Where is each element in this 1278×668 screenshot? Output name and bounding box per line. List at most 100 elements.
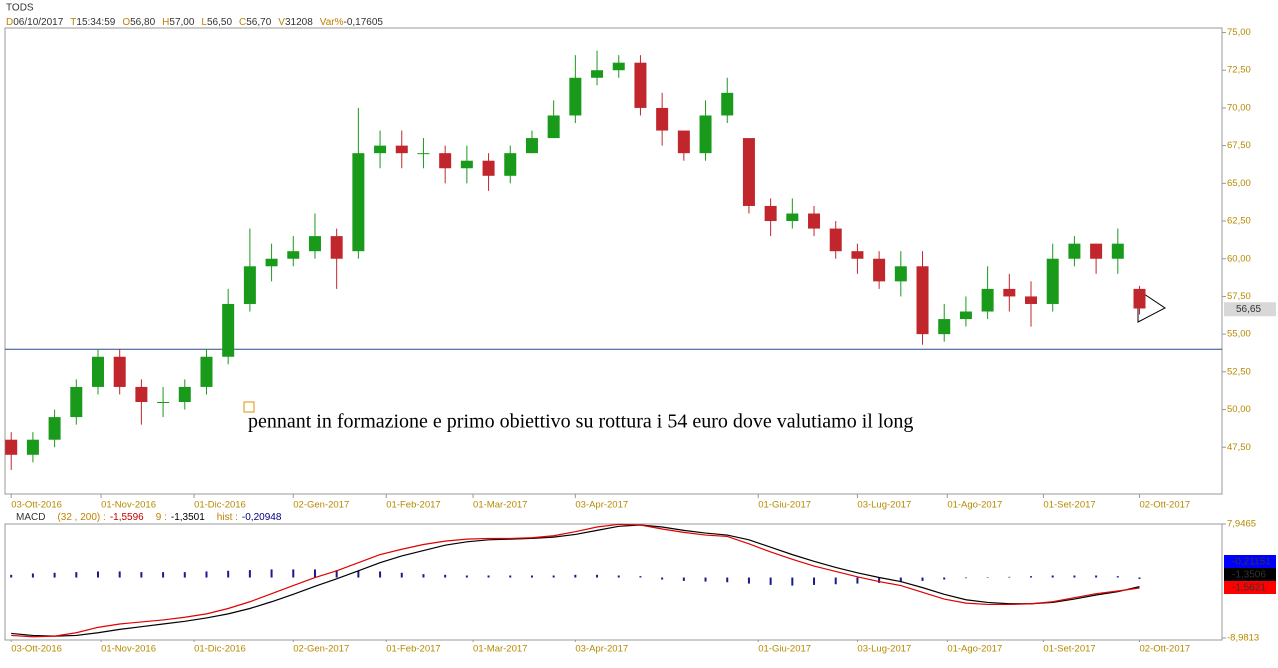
hist-bar [205,571,208,578]
candle-body [808,213,821,229]
candle-body [265,258,278,267]
legend-value: -1,3501 [171,512,205,523]
candle-body [1046,258,1059,304]
hist-bar [878,577,881,583]
candle-body [764,205,777,222]
candle-body [352,153,365,252]
candle-body [742,138,755,206]
hist-bar [596,574,599,578]
candle-body [26,439,39,455]
candle-body [1025,296,1038,304]
y-tick-label: 70,00 [1227,102,1251,113]
candle-body [1133,288,1146,309]
hist-bar [96,571,99,578]
hist-bar [465,575,468,578]
legend-label: hist : [217,512,238,523]
hist-bar [704,577,707,582]
candle-body [677,130,690,154]
value-box [1224,581,1276,594]
x-tick-label: 02-Ott-2017 [1140,644,1191,655]
info-key: V [278,17,285,28]
info-value: 56,70 [246,17,271,28]
hist-bar [552,575,555,578]
candle-body [200,356,213,387]
candle-body [374,145,387,154]
hist-bar [834,577,837,585]
hist-bar [335,570,338,578]
candle-body [1003,288,1016,297]
x-tick-label: 02-Gen-2017 [293,500,349,511]
x-tick-label: 01-Set-2017 [1043,500,1095,511]
hist-bar [379,571,382,578]
candle-body [721,92,734,116]
x-tick-label: 02-Gen-2017 [293,644,349,655]
candle-body [525,138,538,154]
candle-body [851,251,864,259]
x-tick-label: 01-Nov-2016 [101,500,156,511]
hist-bar [682,577,685,581]
hist-bar [1116,576,1119,578]
hist-bar [422,574,425,578]
hist-bar [487,575,490,578]
hist-bar [964,577,967,579]
hist-bar [444,574,447,578]
y-tick-label: 52,50 [1227,366,1251,377]
candle-body [1068,243,1081,259]
candle-body [916,266,929,335]
candle-body [91,356,104,387]
candle-body [417,153,430,155]
macd-header: MACD (32 , 200) : -1,5596 9 : -1,3501 hist :-… [16,512,282,523]
last-price-label: 56,65 [1236,304,1261,315]
candle-body [1111,243,1124,259]
info-value: 31208 [285,17,313,28]
y-tick-label: 60,00 [1227,253,1251,264]
info-key: H [162,17,169,28]
hist-bar [509,575,512,578]
candle-body [1090,243,1103,259]
y-tick-label: 75,00 [1227,27,1251,38]
candle-body [938,319,951,335]
info-key: D [6,17,13,28]
x-tick-label: 01-Ago-2017 [947,500,1002,511]
info-value: 56,80 [130,17,155,28]
chart-title: TODS [6,3,34,14]
candle-body [634,62,647,108]
candle-body [222,303,235,357]
candle-body [981,288,994,312]
hist-bar [118,571,121,578]
annotation: pennant in formazione e primo obiettivo … [248,411,913,433]
y-tick-label: 72,50 [1227,65,1251,76]
hist-bar [986,577,989,579]
hist-bar [1030,576,1033,578]
hist-bar [639,576,642,578]
x-tick-label: 01-Feb-2017 [386,500,440,511]
hist-bar [1073,575,1076,578]
candle-body [547,115,560,139]
candle-body [439,153,452,169]
candle-body [894,266,907,282]
hist-bar [574,574,577,578]
value-box-label: -0,21151 [1232,557,1271,568]
hist-bar [661,577,664,580]
candle-body [504,153,517,176]
candle-body [829,228,842,252]
candle-body [178,386,191,403]
hist-bar [140,572,143,578]
hist-bar [747,577,750,584]
x-tick-label: 01-Mar-2017 [473,644,527,655]
x-tick-label: 03-Apr-2017 [575,644,628,655]
x-tick-label: 01-Nov-2016 [101,644,156,655]
candle-body [243,266,256,304]
hist-bar [183,572,186,578]
value-box-label: -1,5621 [1232,583,1266,594]
x-tick-label: 02-Ott-2017 [1140,500,1191,511]
hist-bar [75,572,78,578]
hist-bar [313,569,316,578]
last-price-box [1224,302,1276,317]
info-key: O [122,17,130,28]
candle-body [287,251,300,259]
y-tick-label: 55,00 [1227,329,1251,340]
legend-label: (32 , 200) : [57,512,105,523]
y-tick-label: 67,50 [1227,140,1251,151]
